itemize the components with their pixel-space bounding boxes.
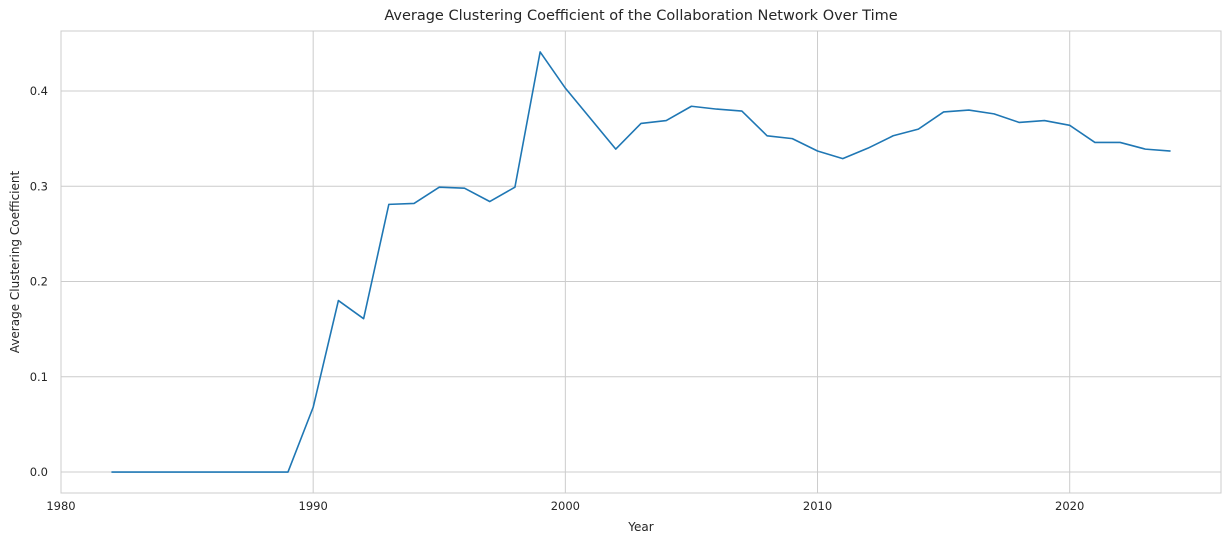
- y-tick-label: 0.3: [30, 179, 48, 193]
- x-tick-label: 2000: [551, 499, 580, 513]
- x-axis-label: Year: [627, 520, 653, 534]
- chart-title: Average Clustering Coefficient of the Co…: [384, 8, 897, 24]
- y-axis-label: Average Clustering Coefficient: [8, 171, 22, 354]
- y-tick-label: 0.2: [30, 275, 48, 289]
- grid: [60, 31, 1221, 493]
- series-layer: [111, 51, 1171, 473]
- plot-frame: [60, 30, 1222, 494]
- y-tick-label: 0.1: [30, 370, 48, 384]
- y-tick-label: 0.0: [30, 465, 48, 479]
- x-tick-label: 2020: [1055, 499, 1084, 513]
- tick-labels: 1980 1990 2000 2010 2020 0.0 0.1 0.2 0.3 0.4: [30, 84, 1085, 513]
- series-line: [111, 51, 1171, 473]
- x-tick-label: 2010: [803, 499, 832, 513]
- y-tick-label: 0.4: [30, 84, 48, 98]
- x-tick-label: 1990: [299, 499, 328, 513]
- x-tick-label: 1980: [46, 499, 75, 513]
